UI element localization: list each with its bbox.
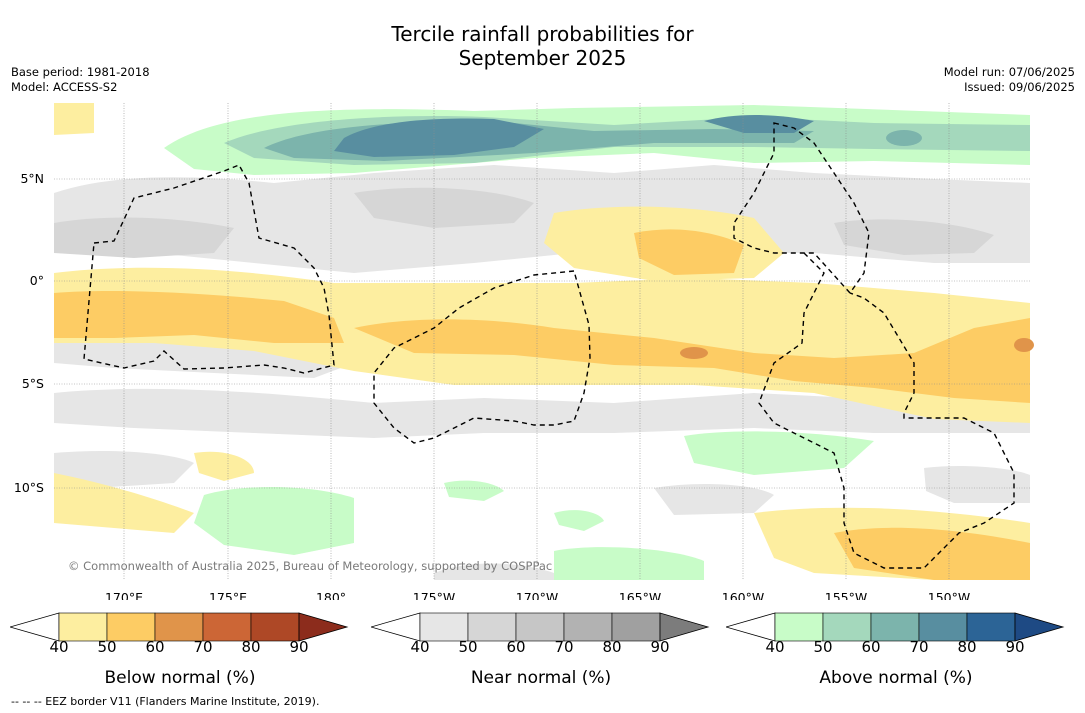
above-normal-colorbar: 40 50 60 70 80 90 bbox=[726, 612, 1065, 652]
colorbar-tick-label: 40 bbox=[410, 638, 429, 652]
above-normal-region bbox=[684, 431, 874, 475]
longitude-label: 175°E bbox=[209, 590, 247, 600]
colorbar-over-triangle bbox=[659, 612, 710, 642]
colorbar-tick-label: 90 bbox=[650, 638, 669, 652]
model-run: Model run: 07/06/2025 bbox=[943, 65, 1075, 79]
near-normal-region bbox=[54, 165, 1030, 273]
colorbar-tick-label: 80 bbox=[602, 638, 621, 652]
below-normal-region bbox=[634, 229, 744, 275]
copyright-notice: © Commonwealth of Australia 2025, Bureau… bbox=[68, 559, 552, 573]
title-line-1: Tercile rainfall probabilities for bbox=[391, 22, 694, 46]
below-normal-region bbox=[194, 451, 254, 481]
colorbar-segment bbox=[611, 612, 661, 642]
colorbar-segment bbox=[154, 612, 204, 642]
colorbar-segment bbox=[870, 612, 920, 642]
near-normal-region bbox=[924, 465, 1030, 503]
colorbar-tick-label: 70 bbox=[554, 638, 573, 652]
near-normal-region bbox=[354, 187, 534, 228]
colorbar-segment bbox=[822, 612, 872, 642]
colorbar-tick-label: 70 bbox=[193, 638, 212, 652]
below-normal-colorbar: 40 50 60 70 80 90 bbox=[10, 612, 349, 652]
map-title: Tercile rainfall probabilities for Septe… bbox=[0, 22, 1085, 70]
colorbar-segment bbox=[58, 612, 108, 642]
longitude-label: 155°W bbox=[825, 590, 867, 600]
near-normal-region bbox=[54, 451, 194, 488]
colorbar-over-triangle bbox=[298, 612, 349, 642]
near-normal-region bbox=[54, 388, 1030, 438]
above-normal-region bbox=[334, 118, 544, 157]
meta-right: Model run: 07/06/2025 Issued: 09/06/2025 bbox=[944, 65, 1075, 95]
eez-footnote: -- -- -- EEZ border V11 (Flanders Marine… bbox=[11, 695, 320, 708]
latitude-label: 10°S bbox=[14, 480, 44, 495]
longitude-label: 165°W bbox=[619, 590, 661, 600]
longitude-label: 175°W bbox=[413, 590, 455, 600]
rainfall-map: © Commonwealth of Australia 2025, Bureau… bbox=[14, 103, 1034, 600]
colorbar-tick-label: 40 bbox=[765, 638, 784, 652]
meta-left: Base period: 1981-2018 Model: ACCESS-S2 bbox=[11, 65, 150, 95]
colorbar-tick-label: 90 bbox=[289, 638, 308, 652]
colorbar-segment bbox=[202, 612, 252, 642]
colorbar-segment bbox=[106, 612, 156, 642]
colorbar-segment bbox=[467, 612, 517, 642]
colorbar-tick-label: 80 bbox=[957, 638, 976, 652]
colorbar-tick-label: 60 bbox=[506, 638, 525, 652]
below-normal-region bbox=[54, 103, 94, 135]
longitude-label: 180° bbox=[316, 590, 346, 600]
latitude-label: 0° bbox=[30, 273, 44, 288]
below-normal-title: Below normal (%) bbox=[104, 668, 256, 688]
below-normal-region bbox=[1014, 338, 1034, 352]
colorbar-tick-label: 60 bbox=[145, 638, 164, 652]
latitude-label: 5°N bbox=[20, 171, 44, 186]
colorbar-under-triangle bbox=[726, 612, 776, 642]
near-normal-region bbox=[834, 219, 994, 255]
issued-date: Issued: 09/06/2025 bbox=[964, 80, 1075, 94]
colorbar-tick-label: 60 bbox=[861, 638, 880, 652]
colorbar-tick-label: 80 bbox=[241, 638, 260, 652]
below-normal-region bbox=[680, 347, 708, 359]
colorbar-tick-label: 50 bbox=[458, 638, 477, 652]
title-line-2: September 2025 bbox=[458, 46, 627, 70]
eez-border bbox=[733, 122, 1015, 569]
colorbar-segment bbox=[250, 612, 300, 642]
colorbar-under-triangle bbox=[10, 612, 60, 642]
latitude-label: 5°S bbox=[22, 376, 44, 391]
colorbar-tick-label: 70 bbox=[909, 638, 928, 652]
above-normal-region bbox=[886, 130, 922, 146]
above-normal-region bbox=[554, 510, 604, 531]
near-normal-colorbar: 40 50 60 70 80 90 bbox=[371, 612, 710, 652]
above-normal-region bbox=[194, 487, 354, 555]
near-normal-title: Near normal (%) bbox=[470, 668, 612, 688]
colorbar-segment bbox=[918, 612, 968, 642]
near-normal-region bbox=[654, 483, 774, 515]
colorbar-over-triangle bbox=[1014, 612, 1065, 642]
colorbar-tick-label: 50 bbox=[813, 638, 832, 652]
colorbar-segment bbox=[419, 612, 469, 642]
near-normal-region bbox=[54, 217, 234, 258]
longitude-label: 170°E bbox=[105, 590, 143, 600]
longitude-label: 170°W bbox=[516, 590, 558, 600]
below-normal-region bbox=[54, 290, 344, 343]
colorbar-segment bbox=[774, 612, 824, 642]
above-normal-title: Above normal (%) bbox=[819, 668, 973, 688]
model-name: Model: ACCESS-S2 bbox=[11, 80, 118, 94]
base-period: Base period: 1981-2018 bbox=[11, 65, 150, 79]
longitude-label: 160°W bbox=[722, 590, 764, 600]
colorbar-tick-label: 40 bbox=[49, 638, 68, 652]
colorbar-segment bbox=[966, 612, 1016, 642]
eez-border bbox=[373, 270, 591, 444]
colorbar-segment bbox=[515, 612, 565, 642]
above-normal-region bbox=[704, 115, 814, 133]
above-normal-region bbox=[444, 480, 504, 501]
colorbar-tick-label: 90 bbox=[1005, 638, 1024, 652]
longitude-label: 150°W bbox=[928, 590, 970, 600]
colorbar-tick-label: 50 bbox=[97, 638, 116, 652]
colorbar-segment bbox=[563, 612, 613, 642]
above-normal-region bbox=[554, 547, 704, 580]
near-normal-region bbox=[434, 563, 554, 580]
below-normal-region bbox=[354, 318, 1030, 403]
colorbar-under-triangle bbox=[371, 612, 421, 642]
